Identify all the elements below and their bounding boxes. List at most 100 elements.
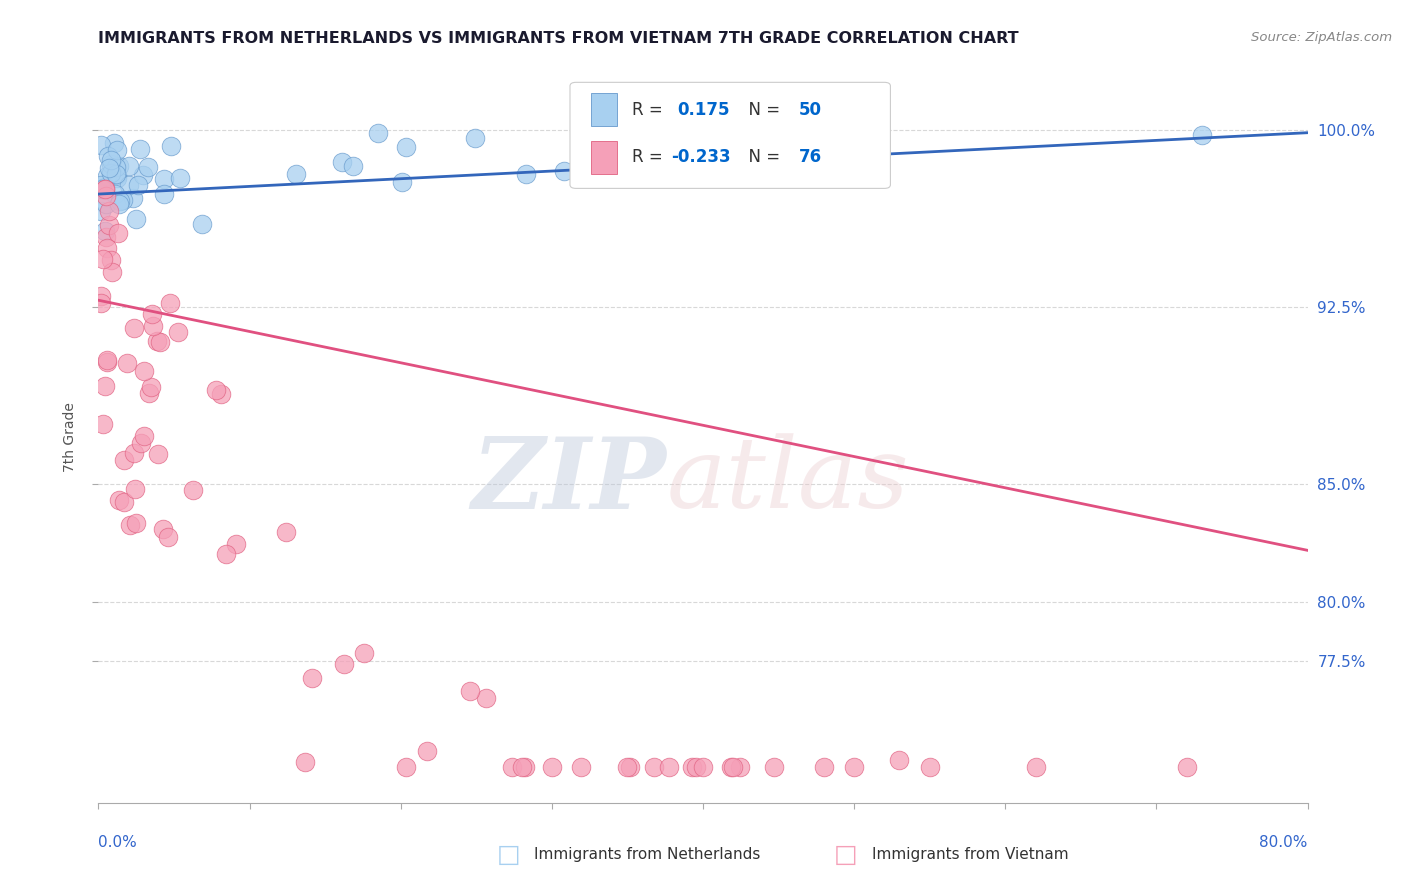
Point [97, 149, 120, 163]
Point [108, 493, 131, 508]
Point [157, 530, 180, 544]
Bar [591, 141, 617, 174]
Point [112, 453, 135, 467]
Text: 80.0%: 80.0% [1260, 836, 1308, 850]
Point [301, 671, 323, 685]
Point [94, 180, 117, 194]
Point [90, 178, 112, 192]
Point [112, 495, 135, 509]
Point [191, 217, 214, 231]
Point [141, 380, 163, 394]
Text: R =: R = [631, 148, 668, 166]
Point [104, 161, 127, 175]
Point [146, 334, 169, 348]
Point [657, 760, 679, 774]
Text: 0.0%: 0.0% [98, 836, 138, 850]
Point [274, 525, 297, 540]
Point [104, 186, 127, 201]
Point [464, 131, 486, 145]
Point [513, 760, 536, 774]
Point [415, 743, 437, 757]
Point [115, 356, 138, 370]
Point [152, 522, 174, 536]
Point [93, 182, 115, 196]
Point [105, 168, 128, 182]
Point [124, 482, 146, 496]
Point [353, 646, 375, 660]
Point [501, 760, 523, 774]
Point [96, 352, 118, 367]
Point [681, 760, 703, 774]
Point [90, 204, 112, 219]
Point [100, 253, 122, 268]
Point [96, 354, 118, 368]
Point [134, 429, 156, 443]
Point [643, 760, 665, 774]
Point [94, 197, 117, 211]
Point [117, 159, 139, 173]
Point [124, 516, 146, 531]
Point [105, 143, 128, 157]
Point [108, 159, 131, 173]
Point [132, 364, 155, 378]
Point [510, 760, 533, 774]
FancyBboxPatch shape [569, 82, 890, 188]
Text: N =: N = [738, 148, 786, 166]
Point [125, 212, 148, 227]
Point [94, 229, 117, 244]
Point [94, 189, 117, 203]
Point [723, 760, 745, 774]
Point [813, 760, 835, 774]
Point [475, 691, 498, 706]
Point [215, 547, 238, 561]
Bar [591, 94, 617, 127]
Point [129, 435, 152, 450]
Text: 50: 50 [799, 101, 821, 119]
Point [91, 252, 114, 267]
Point [889, 753, 911, 767]
Text: atlas: atlas [666, 434, 910, 529]
Point [153, 172, 176, 186]
Text: Immigrants from Vietnam: Immigrants from Vietnam [872, 847, 1069, 862]
Point [93, 379, 115, 393]
Point [101, 265, 124, 279]
Point [90, 295, 112, 310]
Point [91, 182, 114, 196]
Point [100, 153, 122, 167]
Text: □: □ [496, 843, 520, 866]
Point [169, 170, 191, 185]
Text: 0.175: 0.175 [678, 101, 730, 119]
Point [367, 126, 389, 140]
Point [118, 178, 141, 193]
Point [128, 142, 150, 156]
Point [619, 760, 641, 774]
Point [100, 166, 122, 180]
Point [692, 760, 714, 774]
Point [90, 182, 112, 196]
Point [844, 760, 866, 774]
Point [90, 137, 112, 152]
Point [395, 760, 418, 774]
Point [395, 140, 418, 154]
Point [720, 760, 742, 774]
Point [391, 175, 413, 189]
Text: ZIP: ZIP [472, 433, 666, 529]
Point [138, 385, 160, 400]
Point [160, 138, 183, 153]
Text: N =: N = [738, 101, 786, 119]
Point [1175, 760, 1198, 774]
Point [97, 161, 120, 175]
Point [93, 223, 115, 237]
Text: Immigrants from Netherlands: Immigrants from Netherlands [534, 847, 761, 862]
Point [1191, 128, 1213, 142]
Point [728, 760, 751, 774]
Point [132, 169, 155, 183]
Y-axis label: 7th Grade: 7th Grade [63, 402, 77, 472]
Point [515, 167, 537, 181]
Point [105, 170, 128, 185]
Point [98, 204, 121, 219]
Point [100, 157, 122, 171]
Point [122, 321, 145, 335]
Text: R =: R = [631, 101, 668, 119]
Point [93, 182, 115, 196]
